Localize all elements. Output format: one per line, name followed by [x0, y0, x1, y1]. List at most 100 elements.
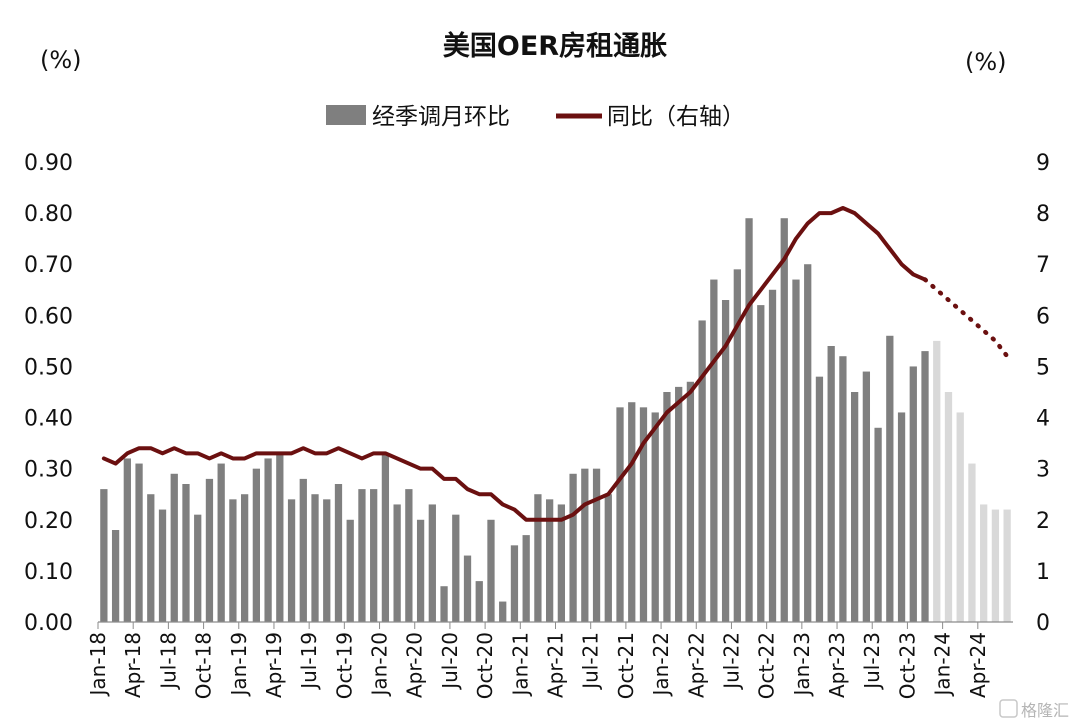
x-tick-label: Apr-20: [403, 632, 427, 698]
bar: [991, 509, 1000, 622]
bar: [804, 264, 812, 622]
bar: [522, 535, 530, 622]
x-tick-label: Jan-18: [86, 632, 110, 698]
right-tick-label: 9: [1036, 151, 1050, 176]
bar: [909, 366, 917, 622]
x-tick-label: Jul-21: [579, 632, 603, 691]
x-tick-label: Jul-22: [719, 632, 743, 691]
bar: [745, 218, 753, 622]
bar: [111, 530, 120, 622]
right-tick-label: 7: [1036, 253, 1050, 278]
x-tick-label: Jul-20: [438, 632, 462, 691]
bar: [534, 494, 542, 622]
x-tick-label: Jan-21: [508, 632, 532, 698]
bar: [475, 581, 483, 622]
x-tick-label: Apr-24: [966, 632, 990, 698]
bar: [499, 601, 507, 622]
bar: [557, 504, 566, 622]
left-tick-label: 0.10: [24, 560, 73, 585]
right-tick-label: 0: [1036, 611, 1050, 636]
line-forecast: [922, 277, 1010, 359]
x-tick-label: Oct-21: [614, 632, 638, 699]
left-tick-label: 0.40: [24, 407, 73, 432]
bar: [440, 586, 448, 622]
x-tick-label: Jan-19: [227, 632, 251, 698]
x-tick-label: Oct-20: [473, 632, 497, 699]
line-series: [101, 206, 1010, 522]
left-tick-label: 0.50: [24, 355, 73, 380]
bar: [862, 371, 871, 622]
x-tick-label: Oct-18: [192, 632, 216, 699]
bar: [616, 407, 624, 622]
right-tick-label: 8: [1036, 202, 1050, 227]
x-tick-label: Oct-23: [895, 632, 919, 699]
bar: [229, 499, 237, 622]
bar: [370, 489, 378, 622]
bar: [968, 463, 976, 622]
right-axis-unit: (%): [965, 48, 1007, 76]
bar: [100, 489, 108, 622]
bar: [933, 340, 941, 622]
bar: [158, 509, 167, 622]
left-tick-label: 0.00: [24, 611, 73, 636]
right-tick-label: 5: [1036, 355, 1050, 380]
legend: 经季调月环比 同比（右轴）: [326, 104, 745, 130]
bar: [182, 484, 190, 622]
bar: [135, 463, 143, 622]
bar: [944, 392, 953, 622]
bar: [510, 545, 519, 622]
bar: [792, 279, 800, 622]
legend-bar-label: 经季调月环比: [372, 104, 510, 130]
legend-bar-swatch: [326, 105, 366, 125]
bar: [487, 519, 495, 622]
bar: [663, 392, 671, 622]
bar: [686, 381, 695, 622]
bar: [299, 478, 307, 622]
left-tick-label: 0.90: [24, 151, 73, 176]
bar: [416, 519, 425, 622]
chart-title: 美国OER房租通胀: [443, 30, 667, 62]
bar: [452, 514, 460, 622]
watermark: 格隆汇: [999, 699, 1069, 720]
bar: [358, 489, 366, 622]
bar: [956, 412, 964, 622]
legend-line-label: 同比（右轴）: [607, 104, 745, 130]
bar: [428, 504, 436, 622]
right-tick-label: 3: [1036, 458, 1050, 483]
bar: [639, 407, 648, 622]
bar: [651, 412, 659, 622]
x-tick-label: Jul-18: [156, 632, 180, 691]
bar: [205, 478, 214, 622]
bar: [194, 514, 202, 622]
bar: [757, 305, 765, 622]
left-axis-unit: (%): [40, 46, 82, 74]
watermark-text: 格隆汇: [1021, 701, 1069, 720]
bar: [1003, 509, 1011, 622]
x-tick-label: Jul-19: [297, 632, 321, 691]
bar: [463, 555, 472, 622]
bar: [628, 402, 636, 622]
left-tick-label: 0.30: [24, 458, 73, 483]
bar: [874, 427, 882, 622]
watermark-logo-icon: [999, 699, 1018, 718]
bar: [710, 279, 718, 622]
bar: [346, 519, 354, 622]
x-tick-label: Jul-23: [860, 632, 884, 691]
bar: [323, 499, 331, 622]
bar: [733, 269, 741, 622]
x-tick-label: Oct-22: [755, 632, 779, 699]
bar: [886, 335, 894, 622]
x-tick-label: Jan-20: [368, 632, 392, 698]
left-tick-label: 0.80: [24, 202, 73, 227]
bar: [287, 499, 296, 622]
left-axis: 0.00 0.10 0.20 0.30 0.40 0.50 0.60 0.70 0.80 0.90: [24, 151, 73, 636]
right-tick-label: 4: [1036, 407, 1050, 432]
bar: [980, 504, 988, 622]
bar: [276, 453, 284, 622]
bar: [850, 392, 859, 622]
x-tick-label: Apr-21: [544, 632, 568, 698]
bar: [581, 468, 589, 622]
bar: [405, 489, 413, 622]
bar: [592, 468, 601, 622]
